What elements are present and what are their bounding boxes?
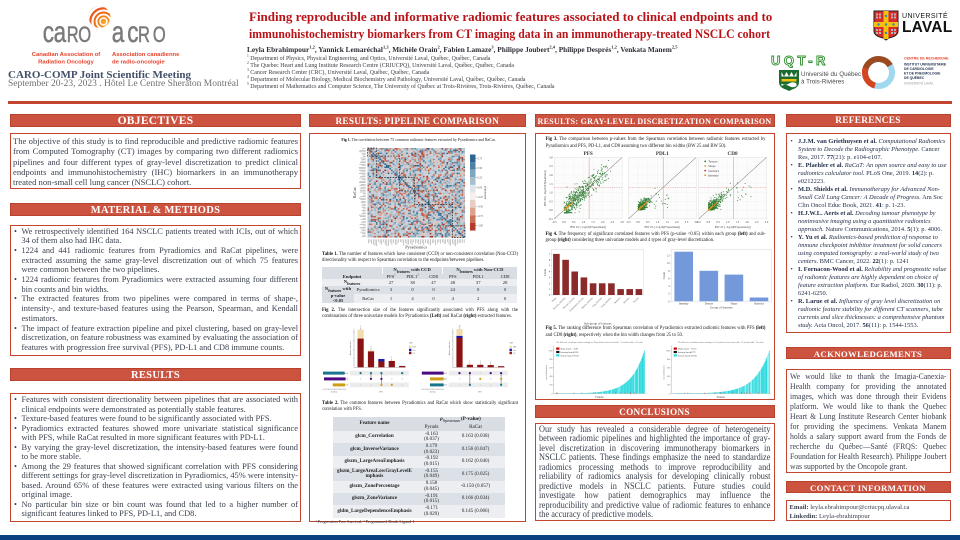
svg-text:0.0: 0.0 <box>562 221 566 224</box>
svg-text:model3: model3 <box>342 385 347 387</box>
svg-text:1: 1 <box>469 361 470 363</box>
svg-text:PFS: PFS <box>478 391 481 393</box>
svg-text:de radio-oncologie: de radio-oncologie <box>112 60 165 66</box>
svg-text:0.25: 0.25 <box>477 177 482 180</box>
svg-text:Canadian Association of: Canadian Association of <box>32 52 101 58</box>
svg-text:UQT-R: UQT-R <box>771 54 829 68</box>
svg-text:UNIVERSITÉ LAVAL: UNIVERSITÉ LAVAL <box>904 81 934 86</box>
svg-text:3.0: 3.0 <box>694 221 698 224</box>
svg-text:RO: RO <box>138 23 169 48</box>
svg-text:3.0: 3.0 <box>620 221 624 224</box>
svg-text:2.0: 2.0 <box>675 221 679 224</box>
svg-text:0.0: 0.0 <box>636 221 640 224</box>
svg-text:1.0: 1.0 <box>581 221 585 224</box>
svg-text:LRT: LRT <box>512 347 516 349</box>
svg-text:Cox: Cox <box>512 350 515 352</box>
svg-text:2.5: 2.5 <box>610 221 614 224</box>
svg-text:-0.5: -0.5 <box>552 221 557 224</box>
svg-text:Radiation Oncology: Radiation Oncology <box>38 60 94 66</box>
svg-text:model3: model3 <box>441 385 446 387</box>
svg-text:ca: ca <box>43 15 67 49</box>
svg-text:ET DE PNEUMOLOGIE: ET DE PNEUMOLOGIE <box>904 72 941 76</box>
svg-text:INSTITUT UNIVERSITAIRE: INSTITUT UNIVERSITAIRE <box>904 63 947 67</box>
svg-text:à Trois-Rivières: à Trois-Rivières <box>801 79 844 86</box>
svg-text:Set Size: Set Size <box>429 391 436 393</box>
svg-text:BW 25 (−log10(P Spearman)): BW 25 (−log10(P Spearman)) <box>570 225 606 229</box>
svg-text:LRT: LRT <box>409 343 413 345</box>
svg-text:C-I: C-I <box>512 353 515 355</box>
svg-text:13: 13 <box>458 325 460 327</box>
svg-text:C-I: C-I <box>412 353 415 355</box>
svg-text:CD8: CD8 <box>727 151 737 157</box>
svg-text:2.5: 2.5 <box>684 221 688 224</box>
svg-text:0.50: 0.50 <box>477 167 482 170</box>
svg-text:PDL1: PDL1 <box>655 151 668 157</box>
svg-text:2.0: 2.0 <box>600 221 604 224</box>
svg-text:LRT: LRT <box>412 347 416 349</box>
svg-text:-1.00: -1.00 <box>477 225 483 228</box>
svg-text:1: 1 <box>490 361 491 363</box>
svg-text:0.5: 0.5 <box>646 221 650 224</box>
svg-text:Université du Québec: Université du Québec <box>801 71 861 78</box>
svg-text:0.75: 0.75 <box>477 158 482 161</box>
svg-text:1.0: 1.0 <box>655 221 659 224</box>
svg-text:RaCat: RaCat <box>352 186 357 198</box>
svg-text:ac: ac <box>112 15 142 49</box>
svg-text:1.5: 1.5 <box>665 221 669 224</box>
svg-text:3: 3 <box>370 347 371 349</box>
svg-text:model1: model1 <box>441 373 446 375</box>
svg-text:-0.5: -0.5 <box>626 221 631 224</box>
svg-text:0.5: 0.5 <box>571 221 575 224</box>
svg-text:7: 7 <box>360 326 361 328</box>
svg-text:ρSpearman: ρSpearman <box>483 186 487 200</box>
svg-text:model2: model2 <box>441 379 446 381</box>
svg-text:LRT: LRT <box>509 343 513 345</box>
svg-text:1: 1 <box>391 357 392 359</box>
svg-text:Intersection size: Intersection size <box>350 341 352 355</box>
svg-text:DE CARDIOLOGIE: DE CARDIOLOGIE <box>904 67 934 71</box>
svg-text:Cox: Cox <box>412 350 415 352</box>
svg-text:model1: model1 <box>342 373 347 375</box>
svg-text:Intersection size: Intersection size <box>448 341 450 355</box>
svg-text:Set Size: Set Size <box>331 391 338 393</box>
svg-text:PFS: PFS <box>583 151 592 157</box>
svg-text:1: 1 <box>479 361 480 363</box>
svg-text:model2: model2 <box>342 379 347 381</box>
svg-text:0.00: 0.00 <box>477 186 482 189</box>
svg-text:BW 25 (−log10(P Spearman)): BW 25 (−log10(P Spearman)) <box>644 225 680 229</box>
svg-text:1.5: 1.5 <box>591 221 595 224</box>
svg-text:CENTRE DE RECHERCHE: CENTRE DE RECHERCHE <box>904 57 949 61</box>
svg-text:-0.75: -0.75 <box>477 215 483 218</box>
svg-text:-0.50: -0.50 <box>477 206 483 209</box>
svg-text:PFS: PFS <box>379 391 382 393</box>
svg-text:RO: RO <box>67 23 91 48</box>
svg-text:Association canadienne: Association canadienne <box>112 52 180 58</box>
svg-text:DE QUÉBEC: DE QUÉBEC <box>904 75 925 80</box>
svg-text:Pyradiomics: Pyradiomics <box>405 245 427 250</box>
svg-text:-0.25: -0.25 <box>477 196 483 199</box>
